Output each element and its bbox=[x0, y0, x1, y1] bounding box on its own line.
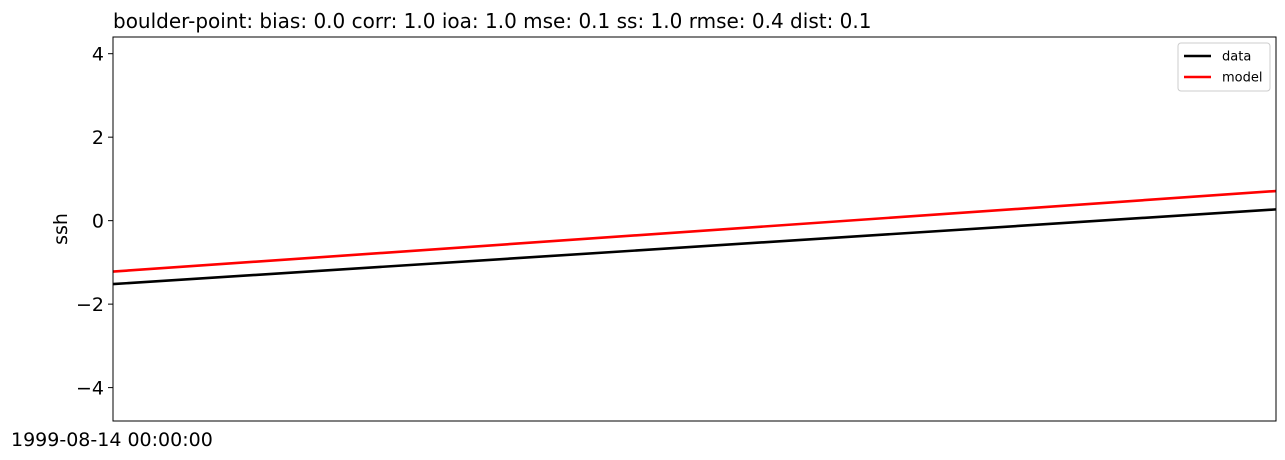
chart-title: boulder-point: bias: 0.0 corr: 1.0 ioa: … bbox=[113, 9, 871, 33]
x-tick-label: 1999-08-14 00:00:00 bbox=[11, 429, 213, 451]
legend: data model bbox=[1177, 42, 1271, 92]
series-line-data bbox=[112, 208, 1277, 286]
series-layer bbox=[112, 189, 1277, 286]
plot-frame bbox=[112, 36, 1277, 422]
series-line-model bbox=[112, 189, 1277, 273]
legend-label-data: data bbox=[1222, 50, 1251, 65]
y-tick-label: 0 bbox=[92, 211, 104, 233]
x-axis: 1999-08-14 00:00:00 bbox=[11, 429, 213, 451]
y-tick-label: −4 bbox=[76, 378, 104, 400]
y-axis-label: ssh bbox=[50, 213, 72, 245]
legend-label-model: model bbox=[1222, 71, 1262, 86]
y-tick-label: 2 bbox=[92, 127, 104, 149]
y-tick-label: −2 bbox=[76, 294, 104, 316]
y-tick-label: 4 bbox=[92, 44, 104, 66]
y-axis: −4 −2 0 2 4 bbox=[76, 44, 113, 400]
